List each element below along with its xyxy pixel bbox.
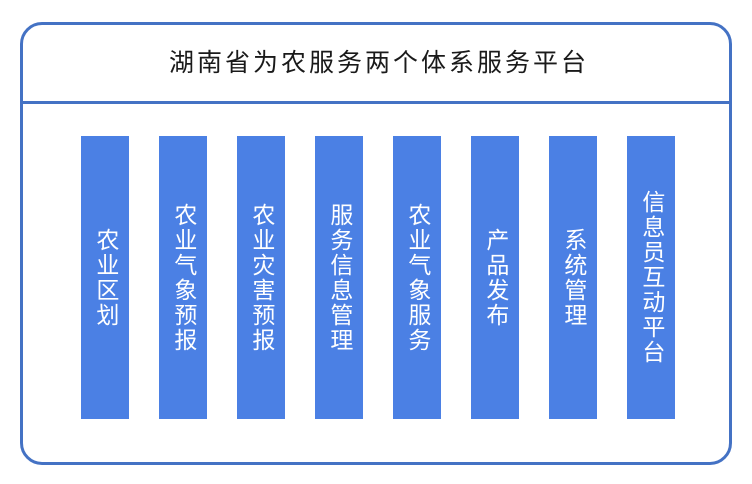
module-bar-label: 信息员互动平台 <box>638 190 665 365</box>
module-bar-label: 农业气象服务 <box>404 202 431 353</box>
title-band: 湖南省为农服务两个体系服务平台 <box>23 25 729 101</box>
module-bar-nongye-qixiang-fuwu[interactable]: 农业气象服务 <box>393 136 441 419</box>
module-bar-label: 农业灾害预报 <box>248 202 275 353</box>
module-bar-label: 农业气象预报 <box>170 202 197 353</box>
module-bar-xitong-guanli[interactable]: 系统管理 <box>549 136 597 419</box>
module-bar-nongye-qixiang-yubao[interactable]: 农业气象预报 <box>159 136 207 419</box>
module-bars-region: 农业区划 农业气象预报 农业灾害预报 服务信息管理 农业气象服务 产品发布 系统… <box>23 104 729 462</box>
module-bar-xinxiyuan-hudong-pingtai[interactable]: 信息员互动平台 <box>627 136 675 419</box>
title-divider <box>23 101 729 104</box>
page-title: 湖南省为农服务两个体系服务平台 <box>168 48 589 78</box>
module-bar-fuwu-xinxi-guanli[interactable]: 服务信息管理 <box>315 136 363 419</box>
module-bar-label: 产品发布 <box>482 227 509 328</box>
module-bar-label: 系统管理 <box>560 227 587 328</box>
module-bar-label: 服务信息管理 <box>326 202 353 353</box>
diagram-frame: 湖南省为农服务两个体系服务平台 农业区划 农业气象预报 农业灾害预报 服务信息管… <box>20 22 732 465</box>
module-bar-nongye-quhua[interactable]: 农业区划 <box>81 136 129 419</box>
module-bar-chanpin-fabu[interactable]: 产品发布 <box>471 136 519 419</box>
module-bar-label: 农业区划 <box>92 227 119 328</box>
module-bar-nongye-zaihai-yubao[interactable]: 农业灾害预报 <box>237 136 285 419</box>
